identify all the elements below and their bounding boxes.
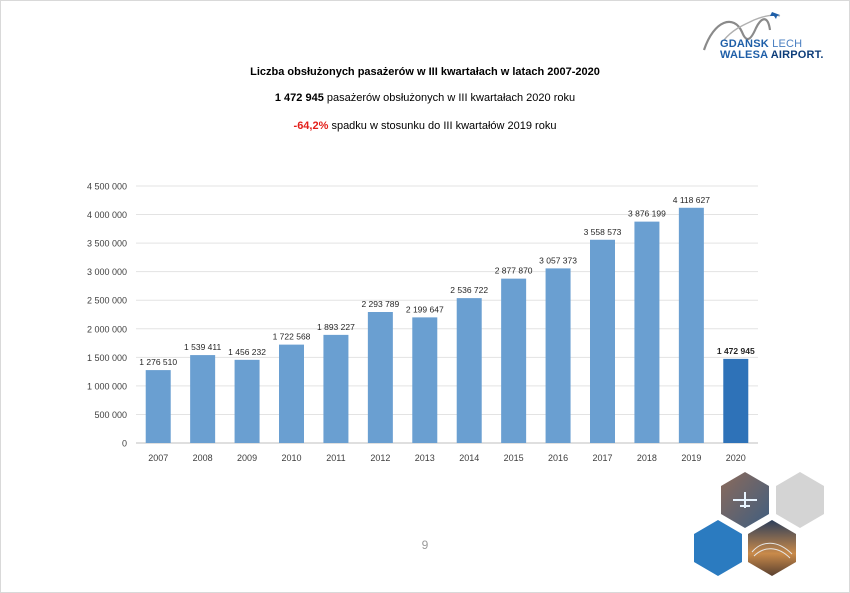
gdansk-airport-logo (702, 12, 781, 51)
data-label-2020: 1 472 945 (717, 346, 755, 356)
y-tick-label: 3 000 000 (87, 267, 127, 277)
logo-text-line2: WALESA AIRPORT. (720, 49, 824, 61)
bar-2012 (367, 311, 393, 443)
hexagon-photo-terminal-icon (748, 520, 796, 576)
airplane-icon (770, 12, 780, 19)
x-tick-label: 2009 (237, 453, 257, 463)
x-tick-label: 2020 (726, 453, 746, 463)
bar-2013 (412, 317, 438, 443)
x-tick-label: 2018 (637, 453, 657, 463)
gridlines (136, 185, 758, 444)
bar-2019 (678, 207, 704, 443)
x-tick-label: 2011 (326, 453, 345, 463)
hexagon-grey-icon (776, 472, 824, 528)
data-label-2013: 2 199 647 (406, 304, 444, 314)
decorative-hexagons (694, 472, 824, 576)
y-tick-label: 4 000 000 (87, 210, 127, 220)
x-tick-label: 2010 (281, 453, 301, 463)
x-tick-label: 2008 (193, 453, 213, 463)
hexagon-airplane-icon (733, 492, 757, 508)
y-tick-label: 2 500 000 (87, 296, 127, 306)
x-tick-label: 2013 (415, 453, 435, 463)
page-number: 9 (421, 538, 429, 552)
x-tick-label: 2015 (504, 453, 524, 463)
logo-swoosh-icon (702, 18, 772, 51)
logo-text-line1: GDANSK LECH (720, 38, 803, 50)
data-label-2014: 2 536 722 (450, 285, 488, 295)
data-label-2011: 1 893 227 (317, 322, 355, 332)
y-tick-label: 0 (122, 439, 127, 449)
data-label-2012: 2 293 789 (361, 299, 399, 309)
hexagon-blue-icon (694, 520, 742, 576)
data-label-2010: 1 722 568 (273, 332, 311, 342)
bar-2016 (545, 268, 571, 443)
subtitle-text: pasażerów obsłużonych w III kwartałach 2… (323, 92, 576, 104)
y-axis: 0 500 000 1 000 000 1 500 000 2 000 000 2 500… (87, 182, 127, 449)
x-tick-label: 2007 (148, 453, 168, 463)
chart-subtitle: 1 472 945 pasażerów obsłużonych w III kw… (0, 92, 850, 104)
bar-2009 (234, 359, 260, 443)
y-tick-label: 1 500 000 (87, 353, 127, 363)
change-value: -64,2% (293, 120, 329, 132)
subtitle-value: 1 472 945 (274, 92, 324, 104)
data-label-2018: 3 876 199 (628, 209, 666, 219)
bar-2020 (723, 358, 749, 443)
bar-2014 (456, 298, 482, 443)
data-label-2009: 1 456 232 (228, 347, 266, 357)
bars (145, 207, 749, 443)
data-label-2007: 1 276 510 (139, 357, 177, 367)
y-tick-label: 2 000 000 (87, 324, 127, 334)
change-text: spadku w stosunku do III kwartałów 2019 … (328, 120, 557, 132)
x-tick-label: 2019 (681, 453, 701, 463)
bar-2011 (323, 334, 349, 443)
data-label-2019: 4 118 627 (673, 195, 710, 205)
bar-2010 (279, 344, 304, 443)
change-note: -64,2% spadku w stosunku do III kwartałó… (0, 120, 850, 132)
bar-2015 (501, 278, 527, 443)
x-tick-label: 2012 (370, 453, 390, 463)
bar-2018 (634, 221, 660, 443)
data-label-2016: 3 057 373 (539, 255, 577, 265)
x-axis: 2007 2008 2009 2010 2011 2012 2013 2014 2015 2016… (148, 453, 746, 463)
x-tick-label: 2014 (459, 453, 479, 463)
y-tick-label: 3 500 000 (87, 239, 127, 249)
chart-title: Liczba obsłużonych pasażerów w III kwart… (250, 66, 600, 78)
data-label-2017: 3 558 573 (584, 227, 622, 237)
bar-2007 (145, 370, 171, 443)
bar-2008 (190, 355, 216, 443)
data-label-2015: 2 877 870 (495, 266, 533, 276)
data-label-2008: 1 539 411 (184, 342, 221, 352)
y-tick-label: 500 000 (94, 410, 127, 420)
x-tick-label: 2017 (592, 453, 612, 463)
y-tick-label: 1 000 000 (87, 381, 127, 391)
bar-2017 (590, 239, 615, 443)
data-labels: 1 276 510 1 539 411 1 456 232 1 722 568 1 89… (139, 195, 755, 367)
x-tick-label: 2016 (548, 453, 568, 463)
y-tick-label: 4 500 000 (87, 182, 127, 192)
